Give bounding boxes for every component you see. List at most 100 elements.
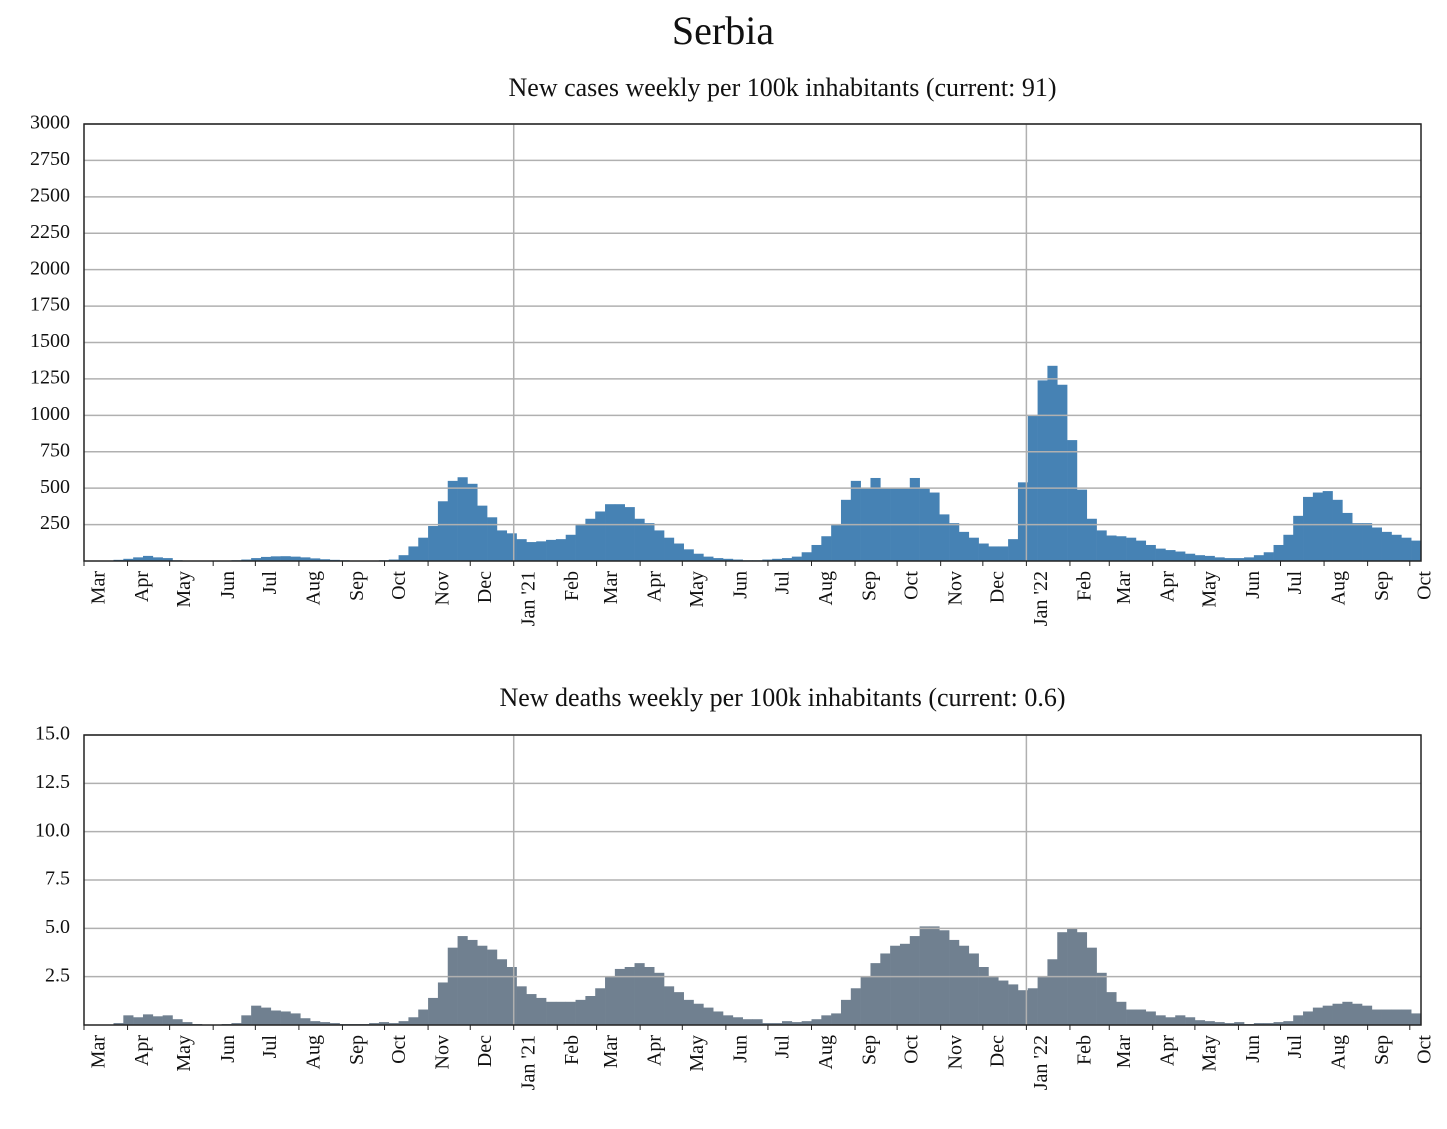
- bar: [742, 1019, 753, 1025]
- x-tick-label: Aug: [815, 1035, 837, 1069]
- bar: [978, 967, 989, 1025]
- x-tick-label: Jul: [1284, 1035, 1306, 1059]
- plot: [113, 926, 1422, 1025]
- x-tick-label: Apr: [1156, 571, 1178, 602]
- bar: [998, 546, 1009, 561]
- x-tick-label: Mar: [600, 1035, 622, 1069]
- bar: [929, 926, 940, 1025]
- bar: [378, 1022, 390, 1025]
- bar: [860, 976, 871, 1025]
- bar: [870, 963, 881, 1025]
- bar: [1135, 1009, 1147, 1025]
- x-tick-label: Oct: [388, 571, 410, 600]
- y-tick-label: 1250: [30, 367, 70, 389]
- bar: [133, 1017, 144, 1025]
- y-tick-label: 1000: [30, 403, 70, 425]
- bar: [585, 996, 596, 1025]
- bar: [673, 543, 684, 561]
- bar: [506, 967, 517, 1025]
- x-tick-label: May: [173, 1035, 195, 1072]
- x-tick-label: Apr: [131, 571, 153, 602]
- bar: [408, 1017, 419, 1025]
- bar: [536, 541, 547, 561]
- x-tick-label: Jul: [772, 571, 794, 595]
- y-tick-label: 750: [40, 439, 70, 461]
- bar: [467, 939, 478, 1025]
- bar: [319, 559, 331, 561]
- bar: [133, 557, 144, 561]
- chart-title: New deaths weekly per 100k inhabitants (…: [499, 683, 1065, 712]
- y-tick-label: 5.0: [45, 916, 70, 938]
- bar: [595, 511, 606, 561]
- bar: [280, 556, 291, 561]
- bar: [1017, 990, 1029, 1025]
- bar: [821, 536, 832, 561]
- bar: [388, 1023, 399, 1025]
- bar: [585, 518, 596, 561]
- bar: [1017, 482, 1029, 561]
- bar: [1253, 555, 1265, 561]
- bar: [850, 988, 861, 1025]
- bar: [644, 967, 655, 1025]
- bar: [1204, 555, 1215, 561]
- bar: [1283, 534, 1294, 561]
- bar: [791, 556, 802, 561]
- bar: [1185, 553, 1196, 561]
- y-tick-label: 1500: [30, 330, 70, 352]
- bar: [732, 1017, 743, 1025]
- bar: [516, 539, 527, 561]
- bar: [831, 1013, 842, 1025]
- bar: [555, 539, 567, 561]
- bar: [1155, 1015, 1166, 1025]
- bar: [516, 986, 527, 1025]
- bar: [280, 1011, 291, 1025]
- bar: [870, 477, 881, 561]
- bar: [1047, 959, 1058, 1025]
- bar: [949, 523, 960, 561]
- chart-title: New cases weekly per 100k inhabitants (c…: [509, 73, 1057, 102]
- bar: [781, 558, 793, 561]
- bar: [614, 504, 625, 561]
- y-tick-label: 2000: [30, 257, 70, 279]
- x-tick-label: Oct: [1413, 1035, 1435, 1064]
- bar: [693, 553, 704, 561]
- bar: [1116, 1001, 1127, 1025]
- bar: [1381, 531, 1392, 561]
- bar: [949, 939, 960, 1025]
- x-tick-label: Jan '21: [517, 1035, 539, 1090]
- x-tick-label: Dec: [474, 571, 496, 603]
- bar: [1303, 1011, 1314, 1025]
- bar: [418, 1009, 429, 1025]
- bar: [1362, 523, 1373, 561]
- bar: [693, 1003, 704, 1025]
- bar: [457, 936, 468, 1025]
- bar: [1332, 499, 1343, 561]
- bar: [723, 1015, 734, 1025]
- bar: [1371, 1009, 1382, 1025]
- bar: [899, 943, 911, 1025]
- bar: [1086, 947, 1097, 1025]
- x-tick-label: Oct: [901, 1035, 923, 1064]
- bar: [123, 558, 134, 561]
- bar: [821, 1015, 832, 1025]
- bar: [1381, 1009, 1392, 1025]
- bar: [1185, 1017, 1196, 1025]
- bar: [683, 549, 694, 561]
- x-tick-label: Oct: [388, 1035, 410, 1064]
- bar: [1352, 523, 1363, 561]
- bar: [290, 1013, 301, 1025]
- plot: [103, 365, 1422, 561]
- bar: [1263, 552, 1274, 561]
- page-title: Serbia: [672, 8, 774, 53]
- x-tick-label: Apr: [1156, 1035, 1178, 1066]
- x-tick-label: Mar: [88, 571, 110, 605]
- bar: [1352, 1003, 1363, 1025]
- bar: [447, 947, 458, 1025]
- x-tick-label: Mar: [1113, 1035, 1135, 1069]
- x-tick-label: Nov: [432, 1035, 454, 1069]
- bar: [1224, 1023, 1235, 1025]
- bar: [1076, 932, 1088, 1025]
- x-tick-label: Apr: [644, 1035, 666, 1066]
- bar: [565, 534, 576, 561]
- y-tick-label: 2.5: [45, 964, 70, 986]
